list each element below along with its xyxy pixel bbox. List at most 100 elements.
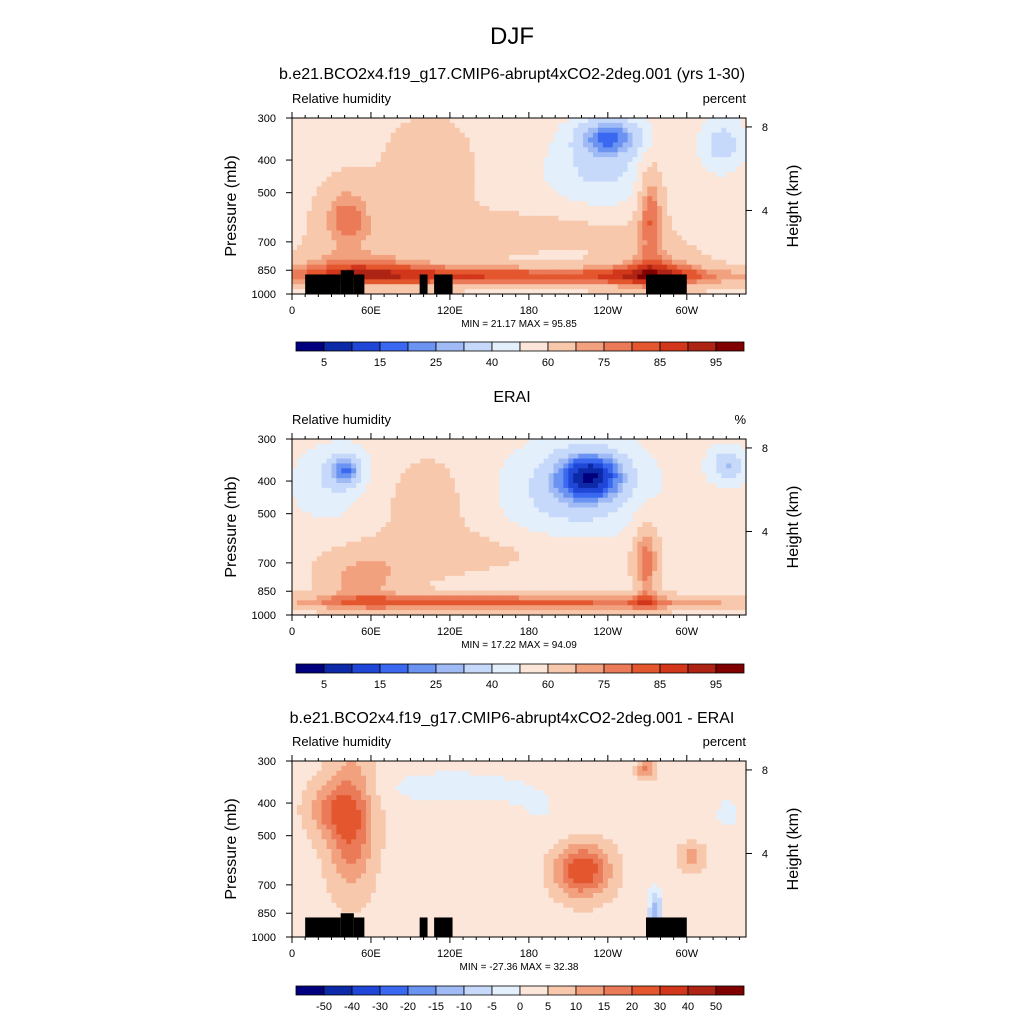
- left-label: Relative humidity: [292, 91, 391, 106]
- panel-1: b.e21.BCO2x4.f19_g17.CMIP6-abrupt4xCO2-2…: [223, 66, 802, 369]
- y2-tick-label: 4: [762, 526, 768, 538]
- terrain-block: [353, 917, 365, 937]
- colorbar-swatch: [687, 341, 717, 352]
- colorbar-swatch: [631, 663, 661, 674]
- contour-field: [292, 761, 747, 938]
- panel-title: ERAI: [493, 389, 530, 406]
- terrain-block: [305, 274, 341, 294]
- y2-tick-label: 8: [762, 765, 768, 777]
- colorbar-label: 60: [542, 679, 554, 691]
- colorbar-label: 85: [654, 679, 666, 691]
- left-label: Relative humidity: [292, 412, 391, 427]
- y-tick-label: 300: [258, 113, 276, 125]
- y-tick-label: 700: [258, 880, 276, 892]
- left-label: Relative humidity: [292, 734, 391, 749]
- colorbar-label: 5: [545, 1001, 551, 1013]
- colorbar-label: -15: [428, 1001, 444, 1013]
- y-tick-label: 850: [258, 586, 276, 598]
- colorbar-swatch: [435, 341, 465, 352]
- y-tick-label: 400: [258, 798, 276, 810]
- terrain-block: [305, 917, 341, 937]
- colorbar-swatch: [379, 663, 409, 674]
- colorbar-label: 5: [321, 679, 327, 691]
- colorbar-label: 5: [321, 357, 327, 369]
- terrain-block: [340, 270, 354, 294]
- colorbar-swatch: [659, 663, 689, 674]
- terrain-block: [353, 274, 365, 294]
- x-tick-label: 120W: [593, 948, 622, 960]
- colorbar-label: -50: [316, 1001, 332, 1013]
- colorbar-label: 95: [710, 679, 722, 691]
- colorbar-swatch: [379, 985, 409, 996]
- x-tick-label: 0: [289, 948, 295, 960]
- colorbar-swatch: [295, 985, 325, 996]
- colorbar-swatch: [435, 663, 465, 674]
- terrain-block: [645, 274, 687, 294]
- y2-tick-label: 4: [762, 205, 768, 217]
- right-label: %: [734, 412, 746, 427]
- colorbar-swatch: [463, 663, 493, 674]
- x-tick-label: 60W: [675, 948, 698, 960]
- colorbar-label: -30: [372, 1001, 388, 1013]
- colorbar-swatch: [547, 341, 577, 352]
- colorbar-swatch: [603, 341, 633, 352]
- colorbar-label: 40: [486, 357, 498, 369]
- y2-axis-label: Height (km): [785, 486, 802, 569]
- colorbar-label: 15: [374, 357, 386, 369]
- min-max-stats: MIN = -27.36 MAX = 32.38: [460, 962, 579, 973]
- x-tick-label: 180: [520, 305, 538, 317]
- colorbar-label: -20: [400, 1001, 416, 1013]
- x-tick-label: 120W: [593, 626, 622, 638]
- colorbar-swatch: [547, 663, 577, 674]
- y-tick-label: 700: [258, 237, 276, 249]
- colorbar-label: 95: [710, 357, 722, 369]
- x-tick-label: 0: [289, 305, 295, 317]
- colorbar-label: 30: [654, 1001, 666, 1013]
- colorbar-swatch: [519, 985, 549, 996]
- colorbar-label: -10: [456, 1001, 472, 1013]
- plot-frame: [291, 760, 747, 938]
- colorbar-label: 85: [654, 357, 666, 369]
- x-tick-label: 60E: [361, 626, 381, 638]
- y-tick-label: 400: [258, 155, 276, 167]
- colorbar-label: 10: [570, 1001, 582, 1013]
- colorbar-swatch: [323, 341, 353, 352]
- x-tick-label: 180: [520, 948, 538, 960]
- colorbar: -50 -40 -30 -20 -15 -10 -5 0 5 10 15 20 30 40 50: [295, 985, 745, 1013]
- terrain-block: [434, 274, 453, 294]
- y-tick-label: 1000: [252, 289, 276, 301]
- y-axis-label: Pressure (mb): [223, 476, 240, 577]
- panel-title: b.e21.BCO2x4.f19_g17.CMIP6-abrupt4xCO2-2…: [279, 66, 745, 83]
- y-tick-label: 700: [258, 558, 276, 570]
- colorbar-swatch: [715, 341, 745, 352]
- colorbar-label: 0: [517, 1001, 523, 1013]
- colorbar-swatch: [687, 663, 717, 674]
- terrain-block: [434, 917, 453, 937]
- terrain-mask: [305, 913, 687, 937]
- colorbar-swatch: [603, 663, 633, 674]
- y-tick-label: 1000: [252, 932, 276, 944]
- x-tick-label: 60E: [361, 305, 381, 317]
- colorbar: 5 15 25 40 60 75 85 95: [295, 341, 745, 369]
- panel-title: b.e21.BCO2x4.f19_g17.CMIP6-abrupt4xCO2-2…: [290, 710, 735, 727]
- colorbar-label: 25: [430, 357, 442, 369]
- colorbar-swatch: [715, 985, 745, 996]
- panel-2: ERAI Relative humidity % 0 60E 120E 180 120W 60W…: [223, 389, 802, 691]
- colorbar-swatch: [351, 663, 381, 674]
- x-tick-label: 120W: [593, 305, 622, 317]
- y-tick-label: 500: [258, 188, 276, 200]
- figure-title: DJF: [490, 23, 534, 50]
- colorbar-label: 15: [598, 1001, 610, 1013]
- y-tick-label: 300: [258, 756, 276, 768]
- colorbar-swatch: [603, 985, 633, 996]
- colorbar-swatch: [491, 985, 521, 996]
- colorbar-swatch: [575, 341, 605, 352]
- colorbar-swatch: [491, 341, 521, 352]
- terrain-block: [419, 274, 428, 294]
- x-tick-label: 120E: [437, 948, 463, 960]
- colorbar-swatch: [295, 341, 325, 352]
- plot-frame: [291, 117, 747, 295]
- terrain-block: [645, 917, 687, 937]
- colorbar-swatch: [715, 663, 745, 674]
